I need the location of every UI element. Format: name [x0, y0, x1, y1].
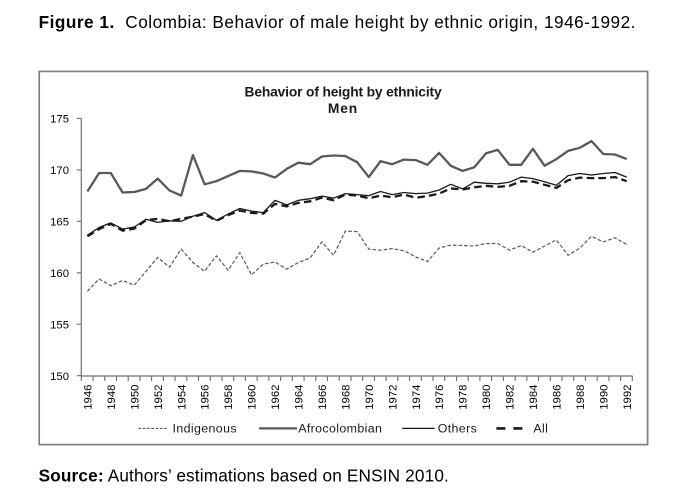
- svg-text:1992: 1992: [622, 385, 634, 410]
- svg-text:1974: 1974: [411, 385, 423, 410]
- svg-text:1950: 1950: [129, 385, 141, 410]
- svg-text:1972: 1972: [387, 385, 399, 410]
- svg-text:Behavior of height by ethnicit: Behavior of height by ethnicity: [245, 85, 442, 100]
- svg-text:1990: 1990: [598, 385, 610, 410]
- svg-text:1962: 1962: [270, 385, 282, 410]
- svg-text:All: All: [533, 422, 548, 436]
- svg-text:Others: Others: [438, 422, 477, 436]
- svg-text:160: 160: [50, 268, 69, 280]
- svg-text:1984: 1984: [528, 385, 540, 410]
- svg-text:1946: 1946: [83, 385, 95, 410]
- svg-text:Indigenous: Indigenous: [173, 422, 237, 436]
- svg-text:1982: 1982: [505, 385, 517, 410]
- svg-text:1986: 1986: [552, 385, 564, 410]
- svg-text:170: 170: [50, 165, 69, 177]
- svg-text:Figure 1. Colombia: Behavior: Figure 1. Colombia: Behavior of male hei…: [39, 12, 636, 32]
- svg-text:1970: 1970: [364, 385, 376, 410]
- svg-text:1976: 1976: [434, 385, 446, 410]
- svg-text:1952: 1952: [153, 385, 165, 410]
- svg-text:1960: 1960: [247, 385, 259, 410]
- svg-text:155: 155: [50, 319, 69, 331]
- svg-text:1948: 1948: [106, 385, 118, 410]
- svg-text:1958: 1958: [223, 385, 235, 410]
- svg-text:175: 175: [50, 114, 69, 126]
- svg-text:Source: Authors’ estimations b: Source: Authors’ estimations based on EN…: [39, 466, 449, 486]
- svg-text:Afrocolombian: Afrocolombian: [298, 422, 382, 436]
- svg-text:1954: 1954: [176, 385, 188, 410]
- svg-text:1956: 1956: [200, 385, 212, 410]
- svg-text:1964: 1964: [294, 385, 306, 410]
- svg-text:1968: 1968: [340, 385, 352, 410]
- svg-text:1980: 1980: [481, 385, 493, 410]
- svg-text:165: 165: [50, 216, 69, 228]
- svg-text:150: 150: [50, 371, 69, 383]
- svg-text:Men: Men: [328, 101, 358, 116]
- svg-text:1988: 1988: [575, 385, 587, 410]
- svg-text:1978: 1978: [458, 385, 470, 410]
- svg-text:1966: 1966: [317, 385, 329, 410]
